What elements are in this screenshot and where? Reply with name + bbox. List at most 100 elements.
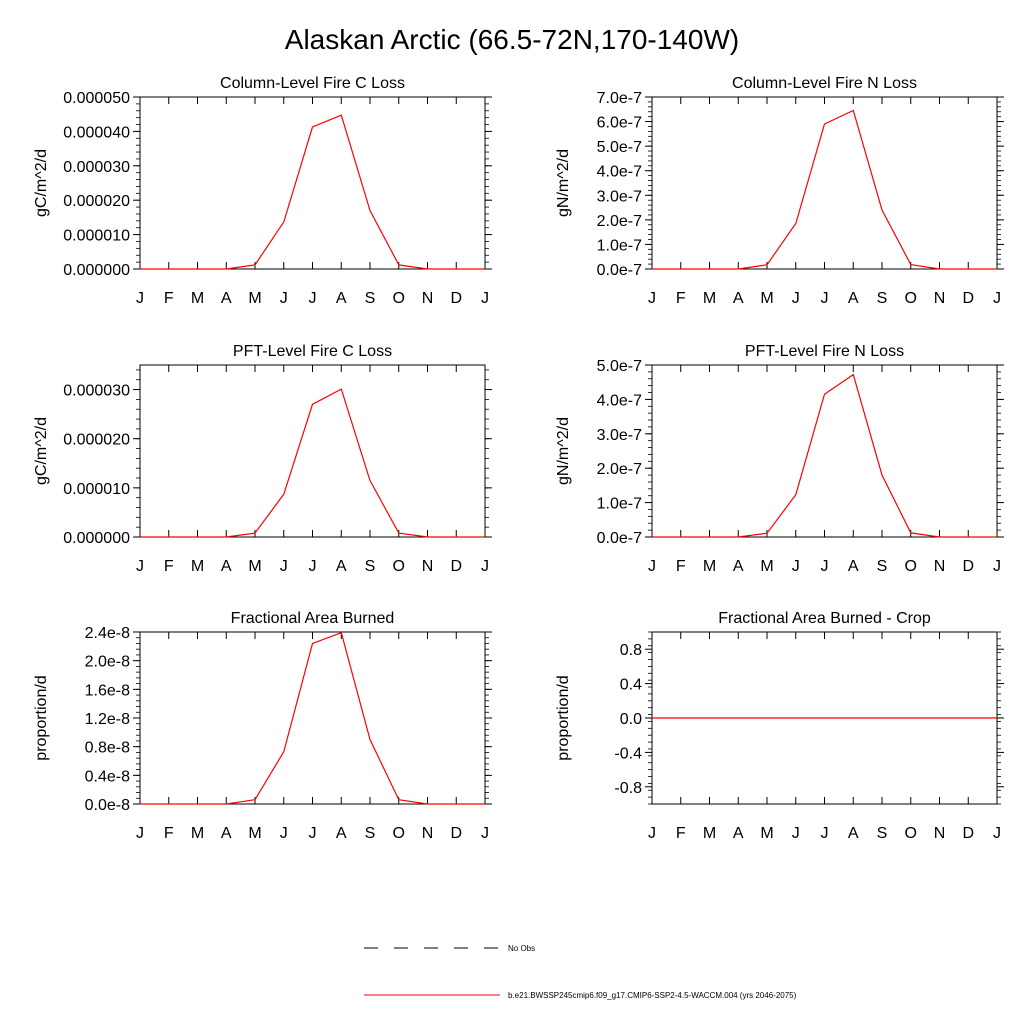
plot-frame — [651, 364, 998, 538]
x-tick-label: M — [191, 558, 204, 575]
x-tick-label: J — [792, 825, 800, 842]
y-tick-label: 2.4e-8 — [85, 625, 130, 642]
x-tick-label: J — [280, 290, 288, 307]
y-tick-label: 0.000010 — [63, 481, 130, 498]
legend-obs-label: No Obs — [508, 944, 535, 953]
y-tick-label: 3.0e-7 — [597, 188, 642, 205]
y-axis-label: proportion/d — [33, 675, 50, 760]
y-tick-label: 0.000030 — [63, 383, 130, 400]
x-tick-label: S — [365, 825, 376, 842]
plot-frame — [139, 96, 486, 270]
x-tick-label: J — [136, 290, 144, 307]
plot-frame — [651, 96, 998, 270]
x-tick-label: D — [450, 825, 462, 842]
x-tick-label: F — [164, 825, 174, 842]
x-tick-label: A — [221, 558, 232, 575]
panel-1: J F M A M J J A S O N D J0.0000000.0000100.0000200.0… — [33, 75, 492, 307]
y-tick-label: 1.0e-7 — [597, 496, 642, 513]
panel-4: J F M A M J J A S O N D J0.0e-71.0e-72.0e-73.0e-74.0… — [555, 343, 1004, 575]
plot-frame — [139, 364, 486, 538]
x-tick-label: S — [365, 290, 376, 307]
x-tick-label: F — [676, 825, 686, 842]
x-tick-label: A — [848, 825, 859, 842]
x-tick-label: J — [792, 558, 800, 575]
y-tick-label: 2.0e-7 — [597, 461, 642, 478]
y-tick-label: 0.4 — [620, 677, 642, 694]
y-tick-label: 0.0e-7 — [597, 530, 642, 547]
legend-model-label: b.e21.BWSSP245cmip6.f09_g17.CMIP6-SSP2-4… — [508, 991, 797, 1000]
x-tick-label: J — [821, 558, 829, 575]
x-tick-label: N — [422, 290, 434, 307]
x-tick-label: J — [648, 825, 656, 842]
x-tick-label: O — [393, 825, 405, 842]
x-tick-label: M — [703, 290, 716, 307]
y-tick-label: 0.4e-8 — [85, 768, 130, 785]
x-tick-label: S — [877, 290, 888, 307]
x-tick-label: M — [703, 825, 716, 842]
y-tick-label: 0.000050 — [63, 90, 130, 107]
x-tick-label: A — [336, 825, 347, 842]
x-tick-label: F — [676, 558, 686, 575]
x-tick-label: J — [136, 825, 144, 842]
x-tick-label: O — [905, 825, 917, 842]
x-tick-label: J — [821, 825, 829, 842]
x-tick-label: M — [760, 290, 773, 307]
panel-title: PFT-Level Fire N Loss — [745, 343, 904, 360]
panel-6: J F M A M J J A S O N D J-0.8-0.40.00.40.8Fractional… — [555, 610, 1004, 842]
y-tick-label: 6.0e-7 — [597, 115, 642, 132]
y-tick-label: 0.000040 — [63, 124, 130, 141]
y-tick-label: 1.2e-8 — [85, 711, 130, 728]
panel-title: Column-Level Fire C Loss — [220, 75, 405, 92]
y-tick-label: 7.0e-7 — [597, 90, 642, 107]
x-tick-label: M — [191, 825, 204, 842]
y-tick-label: 4.0e-7 — [597, 164, 642, 181]
y-tick-label: 0.000000 — [63, 262, 130, 279]
y-tick-label: 3.0e-7 — [597, 427, 642, 444]
x-tick-label: N — [934, 558, 946, 575]
x-tick-label: D — [450, 558, 462, 575]
x-tick-label: S — [877, 825, 888, 842]
y-tick-label: 0.8 — [620, 642, 642, 659]
y-tick-label: 0.000010 — [63, 228, 130, 245]
y-tick-label: 0.000030 — [63, 159, 130, 176]
x-tick-label: J — [993, 290, 1001, 307]
x-tick-label: M — [703, 558, 716, 575]
y-tick-label: 2.0e-8 — [85, 654, 130, 671]
y-tick-label: -0.8 — [614, 780, 642, 797]
panel-5: J F M A M J J A S O N D J0.0e-80.4e-80.8e-81.2e-81.6… — [33, 610, 492, 842]
y-tick-label: 0.000020 — [63, 193, 130, 210]
panel-2: J F M A M J J A S O N D J0.0e-71.0e-72.0e-73.0e-74.0… — [555, 75, 1004, 307]
x-tick-label: A — [733, 825, 744, 842]
x-tick-label: N — [422, 558, 434, 575]
panel-3: J F M A M J J A S O N D J0.0000000.0000100.0000200.0… — [33, 343, 492, 575]
x-tick-label: A — [848, 558, 859, 575]
x-tick-label: J — [309, 558, 317, 575]
x-tick-label: O — [905, 290, 917, 307]
x-tick-label: J — [481, 558, 489, 575]
plot-frame — [139, 631, 486, 805]
x-tick-label: M — [191, 290, 204, 307]
y-axis-label: gC/m^2/d — [33, 149, 50, 217]
x-tick-label: J — [821, 290, 829, 307]
x-tick-label: M — [248, 558, 261, 575]
x-tick-label: N — [422, 825, 434, 842]
x-tick-label: D — [962, 290, 974, 307]
y-tick-label: 0.0e-7 — [597, 262, 642, 279]
x-tick-label: J — [481, 290, 489, 307]
y-tick-label: 1.0e-7 — [597, 237, 642, 254]
x-tick-label: N — [934, 825, 946, 842]
x-tick-label: A — [221, 290, 232, 307]
y-tick-label: 0.000000 — [63, 530, 130, 547]
x-tick-label: F — [676, 290, 686, 307]
series-line — [140, 631, 485, 805]
main-title: Alaskan Arctic (66.5-72N,170-140W) — [284, 24, 740, 55]
y-tick-label: -0.4 — [614, 745, 642, 762]
x-tick-label: A — [733, 290, 744, 307]
y-axis-label: gN/m^2/d — [555, 149, 572, 217]
series-line — [140, 114, 485, 270]
panel-title: Fractional Area Burned — [231, 610, 395, 627]
x-tick-label: A — [336, 290, 347, 307]
x-tick-label: A — [221, 825, 232, 842]
x-tick-label: M — [760, 558, 773, 575]
y-tick-label: 5.0e-7 — [597, 358, 642, 375]
